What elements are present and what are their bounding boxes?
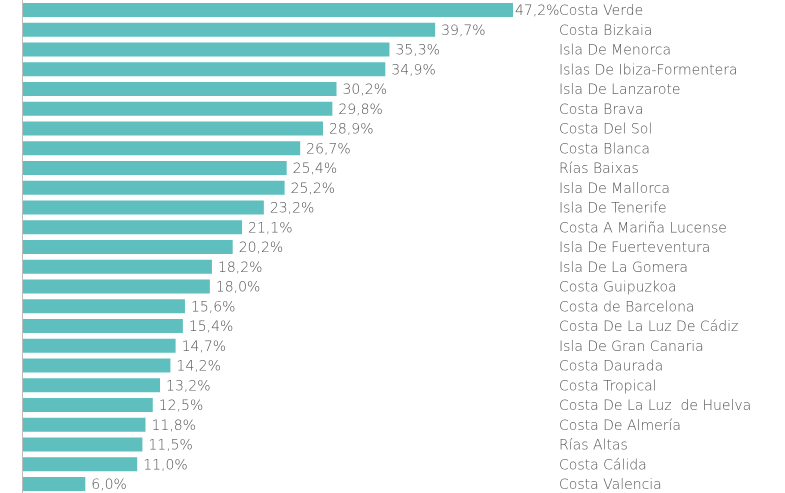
- category-label: Costa Valencia: [559, 477, 662, 493]
- value-label: 26,7%: [306, 141, 350, 157]
- value-label: 11,5%: [148, 438, 192, 454]
- bar: [23, 42, 390, 57]
- category-label: Costa Tropical: [559, 378, 657, 394]
- value-label: 23,2%: [270, 201, 314, 217]
- bar: [23, 398, 153, 412]
- value-label: 11,0%: [143, 457, 187, 473]
- category-label: Costa A Mariña Lucense: [559, 220, 727, 236]
- bar: [23, 141, 301, 156]
- value-label: 15,4%: [189, 319, 233, 335]
- bar: [23, 358, 171, 373]
- bar: [23, 220, 243, 235]
- value-label: 14,2%: [176, 359, 220, 375]
- value-label: 35,3%: [395, 43, 439, 59]
- category-label: Isla De Tenerife: [559, 201, 667, 217]
- category-label: Isla De Fuerteventura: [559, 240, 710, 256]
- bar: [23, 62, 386, 77]
- bar: [23, 299, 185, 314]
- category-label: Costa De La Luz de Huelva: [559, 398, 751, 414]
- category-label: Isla De Menorca: [559, 43, 671, 59]
- category-label: Costa De La Luz De Cádiz: [559, 319, 738, 335]
- bar: [23, 417, 146, 432]
- value-label: 47,2%: [515, 3, 559, 19]
- value-label: 15,6%: [191, 299, 235, 315]
- category-label: Isla De Lanzarote: [559, 82, 680, 98]
- value-label: 30,2%: [343, 82, 387, 98]
- bar: [23, 477, 86, 491]
- category-label: Islas De Ibiza-Formentera: [559, 62, 738, 78]
- value-label: 28,9%: [329, 122, 373, 138]
- bar: [23, 259, 212, 274]
- value-label: 11,8%: [152, 418, 196, 434]
- bar: [23, 161, 287, 175]
- category-label: Isla De La Gomera: [559, 260, 688, 276]
- bar: [23, 200, 264, 215]
- bar: [23, 180, 285, 195]
- bar: [23, 22, 436, 37]
- bar: [23, 82, 337, 96]
- value-label: 18,2%: [218, 260, 262, 276]
- bar: [23, 319, 183, 333]
- bar: [23, 240, 233, 254]
- bar: [23, 279, 210, 294]
- value-label: 21,1%: [248, 220, 292, 236]
- category-label: Isla De Gran Canaria: [559, 339, 704, 355]
- bar: [23, 457, 138, 472]
- category-label: Costa de Barcelona: [559, 299, 695, 315]
- category-label: Costa Cálida: [559, 457, 647, 473]
- category-label: Rías Baixas: [559, 161, 639, 177]
- category-label: Costa Blanca: [559, 141, 650, 157]
- category-label: Costa Guipuzkoa: [559, 280, 677, 296]
- category-label: Costa Daurada: [559, 359, 663, 375]
- value-label: 13,2%: [166, 378, 210, 394]
- value-label: 25,4%: [293, 161, 337, 177]
- value-label: 12,5%: [159, 398, 203, 414]
- category-label: Isla De Mallorca: [559, 181, 670, 197]
- bar: [23, 378, 161, 393]
- value-label: 34,9%: [391, 62, 435, 78]
- value-label: 29,8%: [338, 102, 382, 118]
- bar: [23, 121, 324, 136]
- value-label: 39,7%: [441, 23, 485, 39]
- value-label: 18,0%: [216, 280, 260, 296]
- value-label: 20,2%: [239, 240, 283, 256]
- value-label: 14,7%: [182, 339, 226, 355]
- bar: [23, 437, 143, 452]
- category-label: Costa De Almería: [559, 418, 681, 434]
- value-label: 6,0%: [91, 477, 127, 493]
- category-label: Costa Del Sol: [559, 122, 652, 138]
- category-label: Costa Bizkaia: [559, 23, 652, 39]
- value-label: 25,2%: [291, 181, 335, 197]
- category-label: Costa Verde: [559, 3, 643, 19]
- bar: [23, 3, 513, 17]
- bar: [23, 338, 176, 353]
- bar: [23, 101, 333, 116]
- category-label: Rías Altas: [559, 438, 628, 454]
- category-label: Costa Brava: [559, 102, 644, 118]
